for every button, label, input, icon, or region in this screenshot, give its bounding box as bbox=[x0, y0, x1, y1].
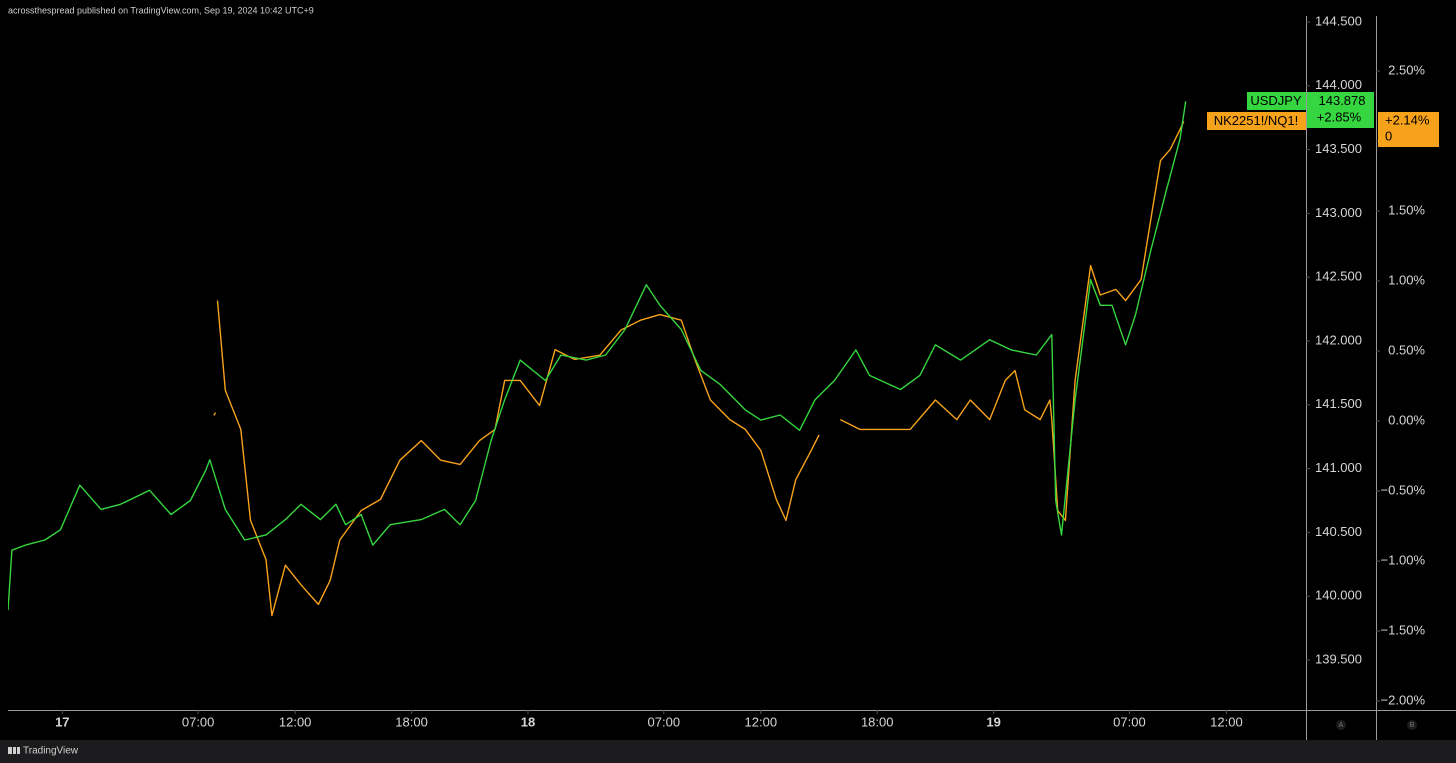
y2-tick-label: −1.50% bbox=[1381, 622, 1426, 637]
y2-tick-label: −1.00% bbox=[1381, 552, 1426, 567]
plot-area bbox=[8, 101, 1187, 617]
x-tick-label: 18:00 bbox=[395, 714, 428, 729]
y2-tick-label: 0.50% bbox=[1388, 342, 1425, 357]
y-tick-label: 143.500 bbox=[1315, 141, 1362, 156]
series-line bbox=[8, 101, 1187, 611]
x-tick-label: 18 bbox=[521, 714, 535, 729]
x-tick-label: 17 bbox=[55, 714, 69, 729]
axis-badge-bg bbox=[1407, 720, 1417, 730]
y-tick-label: 140.000 bbox=[1315, 588, 1362, 603]
last-value-badge bbox=[1378, 112, 1439, 147]
header-text: acrossthespread published on TradingView… bbox=[8, 5, 314, 15]
legend-name: NK2251!/NQ1! bbox=[1214, 113, 1299, 128]
y2-tick-label: 2.50% bbox=[1388, 62, 1425, 77]
last-value-label: 0 bbox=[1385, 128, 1392, 143]
y-tick-label: 143.000 bbox=[1315, 205, 1362, 220]
y-tick-label: 142.500 bbox=[1315, 269, 1362, 284]
x-tick-label: 18:00 bbox=[861, 714, 894, 729]
y2-tick-label: −2.00% bbox=[1381, 692, 1426, 707]
y-tick-label: 142.000 bbox=[1315, 332, 1362, 347]
y-tick-label: 139.500 bbox=[1315, 651, 1362, 666]
legend-badge bbox=[1247, 92, 1306, 110]
x-tick-label: 19 bbox=[986, 714, 1000, 729]
x-tick-label: 12:00 bbox=[745, 714, 778, 729]
y2-tick-label: 1.00% bbox=[1388, 272, 1425, 287]
x-tick-label: 07:00 bbox=[182, 714, 215, 729]
y-tick-label: 144.500 bbox=[1315, 13, 1362, 28]
last-value-badge bbox=[1307, 92, 1374, 128]
axis-badge[interactable]: B bbox=[1410, 722, 1415, 729]
last-value-label: +2.85% bbox=[1317, 109, 1362, 124]
y-tick-label: 141.500 bbox=[1315, 396, 1362, 411]
footer-bar bbox=[0, 740, 1456, 763]
x-tick-label: 07:00 bbox=[1113, 714, 1146, 729]
x-tick-label: 12:00 bbox=[279, 714, 312, 729]
last-value-label: +2.14% bbox=[1385, 112, 1430, 127]
y-tick-label: 141.000 bbox=[1315, 460, 1362, 475]
footer-text: TradingView bbox=[23, 746, 79, 757]
x-tick-label: 12:00 bbox=[1210, 714, 1243, 729]
legend-badge bbox=[1207, 112, 1306, 130]
y-tick-label: 140.500 bbox=[1315, 524, 1362, 539]
series-line bbox=[213, 121, 1185, 617]
last-value-label: 143.878 bbox=[1319, 93, 1366, 108]
legend-name: USDJPY bbox=[1250, 93, 1302, 108]
x-tick-label: 07:00 bbox=[648, 714, 681, 729]
axis-badge-bg bbox=[1336, 720, 1346, 730]
y-tick-label: 144.000 bbox=[1315, 77, 1362, 92]
y2-tick-label: 0.00% bbox=[1388, 412, 1425, 427]
y2-tick-label: −0.50% bbox=[1381, 482, 1426, 497]
logo bbox=[8, 747, 20, 754]
axis-badge[interactable]: A bbox=[1339, 722, 1344, 729]
y2-tick-label: 1.50% bbox=[1388, 202, 1425, 217]
